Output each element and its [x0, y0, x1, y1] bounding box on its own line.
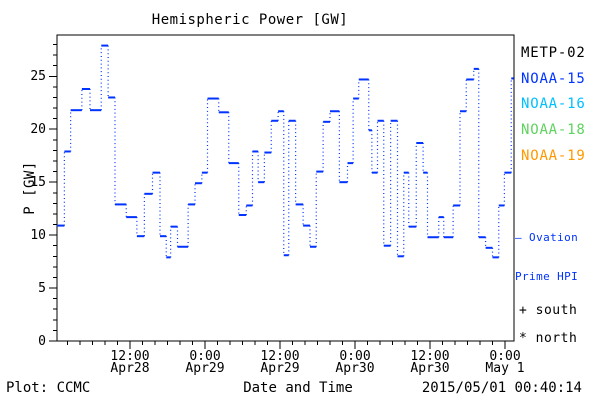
- legend-item-noaa-19: NOAA-19: [521, 147, 586, 164]
- y-tick-label: 0: [38, 334, 46, 349]
- legend-item-metp-02: METP-02: [521, 45, 586, 61]
- legend-south-marker: + south: [519, 303, 578, 318]
- legend-north-marker: * north: [519, 331, 578, 346]
- legend-item-noaa-16: NOAA-16: [521, 96, 586, 113]
- y-tick-label: 10: [30, 228, 46, 244]
- plot-credit: Plot: CCMC: [6, 380, 91, 396]
- x-tick-label: 0:00 Apr29: [185, 349, 225, 376]
- legend-item-noaa-15: NOAA-15: [521, 70, 586, 87]
- x-tick-label: 12:00 Apr29: [260, 349, 300, 376]
- legend-ovation-line1: — Ovation: [515, 231, 579, 244]
- y-tick-label: 5: [38, 281, 46, 297]
- y-tick-label: 15: [30, 175, 46, 191]
- plot-timestamp: 2015/05/01 00:40:14: [421, 380, 582, 396]
- x-axis-label: Date and Time: [243, 380, 353, 396]
- y-tick-label: 20: [30, 122, 46, 138]
- legend-item-noaa-18: NOAA-18: [521, 122, 586, 139]
- chart-title: Hemispheric Power [GW]: [151, 12, 349, 28]
- legend-ovation: — Ovation Prime HPI: [515, 205, 578, 309]
- x-tick-label: 0:00 Apr30: [335, 349, 375, 376]
- y-tick-label: 25: [30, 69, 46, 85]
- legend-ovation-line2: Prime HPI: [515, 270, 579, 283]
- x-tick-label: 12:00 Apr30: [410, 349, 450, 376]
- axes-frame: [56, 34, 515, 342]
- x-tick-label: 12:00 Apr28: [110, 349, 150, 376]
- x-tick-label: 0:00 May 1: [485, 349, 525, 376]
